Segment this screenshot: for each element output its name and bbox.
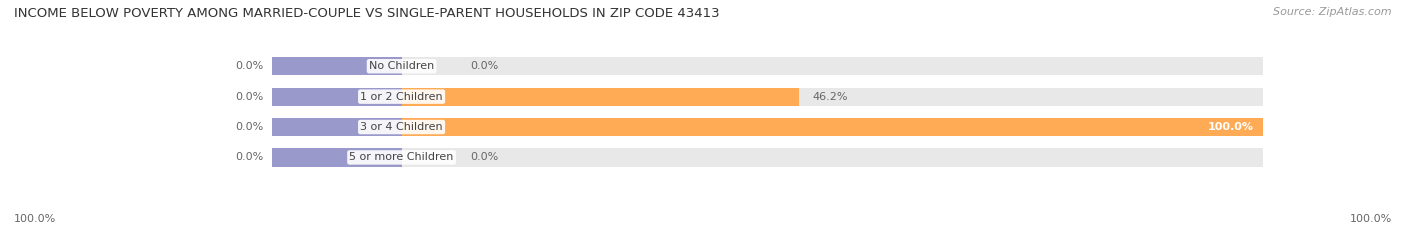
Text: 0.0%: 0.0% — [236, 61, 264, 71]
Text: 1 or 2 Children: 1 or 2 Children — [360, 92, 443, 102]
Text: 100.0%: 100.0% — [1350, 214, 1392, 224]
Text: 0.0%: 0.0% — [471, 61, 499, 71]
Bar — [402, 88, 800, 106]
Bar — [273, 57, 1263, 75]
Bar — [273, 148, 402, 167]
Text: Source: ZipAtlas.com: Source: ZipAtlas.com — [1274, 7, 1392, 17]
Text: No Children: No Children — [368, 61, 434, 71]
Bar — [402, 118, 1263, 136]
Text: 0.0%: 0.0% — [471, 152, 499, 162]
Text: 0.0%: 0.0% — [236, 92, 264, 102]
Text: 100.0%: 100.0% — [14, 214, 56, 224]
Text: 100.0%: 100.0% — [1208, 122, 1254, 132]
Text: 3 or 4 Children: 3 or 4 Children — [360, 122, 443, 132]
Text: 0.0%: 0.0% — [236, 152, 264, 162]
Text: 46.2%: 46.2% — [813, 92, 848, 102]
Bar — [273, 57, 402, 75]
Text: INCOME BELOW POVERTY AMONG MARRIED-COUPLE VS SINGLE-PARENT HOUSEHOLDS IN ZIP COD: INCOME BELOW POVERTY AMONG MARRIED-COUPL… — [14, 7, 720, 20]
Bar — [273, 118, 402, 136]
Bar — [273, 118, 1263, 136]
Text: 0.0%: 0.0% — [236, 122, 264, 132]
Text: 5 or more Children: 5 or more Children — [350, 152, 454, 162]
Bar — [273, 148, 1263, 167]
Bar — [273, 88, 402, 106]
Bar — [273, 88, 1263, 106]
